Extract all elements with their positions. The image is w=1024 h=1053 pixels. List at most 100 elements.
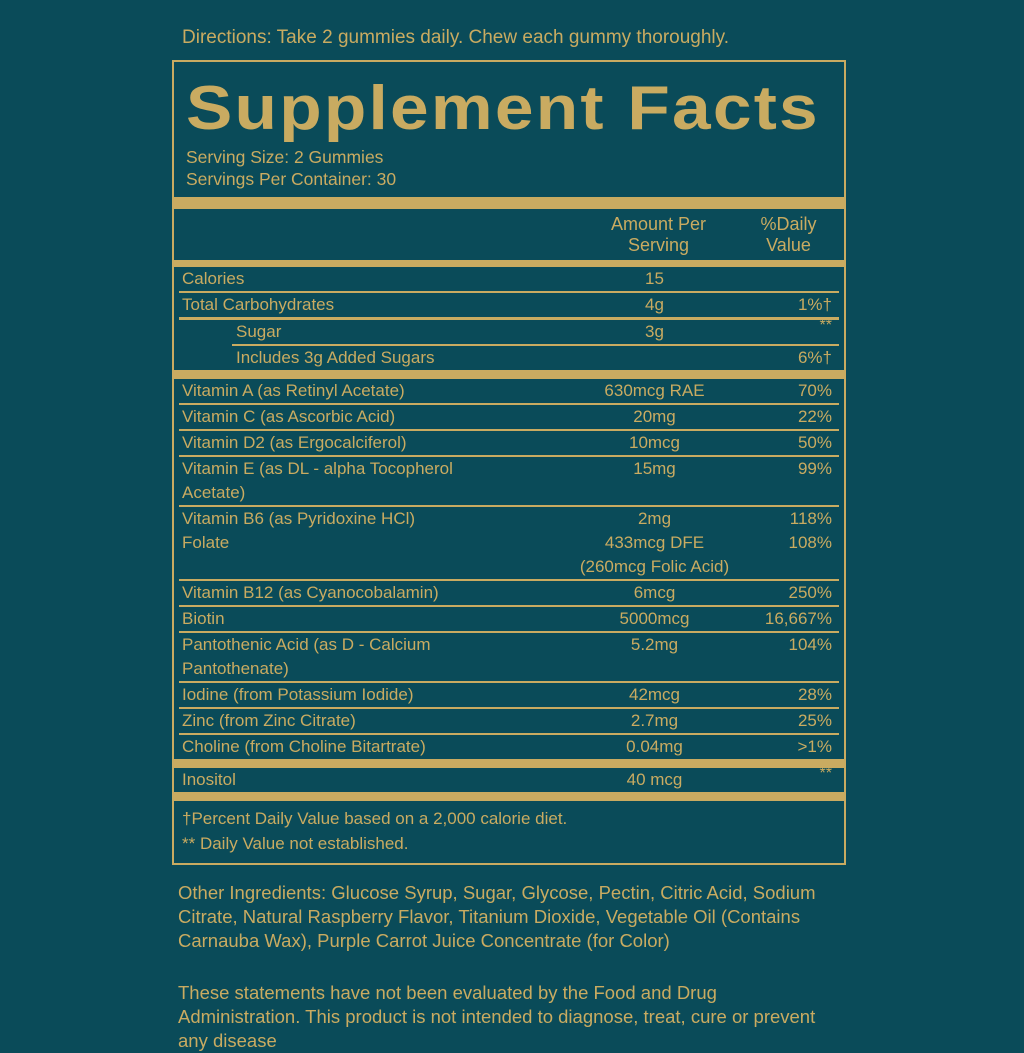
- nutrient-name-line: Folate: [182, 533, 230, 552]
- nutrient-daily-value: 104%: [788, 635, 832, 654]
- nutrient-daily-value: 108%: [788, 533, 832, 552]
- section-divider-bar: [174, 792, 844, 801]
- nutrient-daily-value: 118%: [789, 509, 832, 528]
- row-separator: [179, 733, 839, 735]
- nutrient-amount-line: 2mg: [637, 509, 672, 528]
- header-amount-line2: Serving: [627, 235, 690, 255]
- servings-per-container: Servings Per Container: 30: [186, 169, 397, 189]
- nutrient-row: Folate 433mcg DFE (260mcg Folic Acid) 108%: [174, 531, 844, 579]
- fda-disclaimer: These statements have not been evaluated…: [178, 982, 816, 1051]
- header-dv-line2: Value: [766, 235, 811, 255]
- nutrient-row: Vitamin B12 (as Cyanocobalamin) 6mcg 250%: [174, 581, 844, 605]
- nutrient-name-line: Acetate): [182, 483, 246, 502]
- footnotes: †Percent Daily Value based on a 2,000 ca…: [174, 801, 844, 863]
- nutrient-name: Vitamin B12 (as Cyanocobalamin): [182, 581, 572, 605]
- nutrient-daily-value: 70%: [797, 381, 832, 400]
- nutrient-amount-line: 3g: [645, 322, 664, 341]
- nutrient-name-line: Biotin: [182, 609, 225, 628]
- nutrient-amount: 630mcg RAE: [572, 379, 737, 403]
- nutrient-name: Calories: [182, 267, 572, 291]
- nutrient-name: Sugar: [182, 320, 572, 344]
- nutrient-daily-value: **: [819, 317, 832, 334]
- nutrient-name: Inositol: [182, 768, 572, 792]
- nutrient-name: Includes 3g Added Sugars: [182, 346, 572, 370]
- nutrient-amount: 2.7mg: [572, 709, 737, 733]
- nutrient-name-line: Vitamin C (as Ascorbic Acid): [182, 407, 396, 426]
- nutrient-amount-line: 433mcg DFE: [604, 533, 705, 552]
- row-separator: [179, 605, 839, 607]
- nutrient-name-line: Total Carbohydrates: [182, 295, 335, 314]
- nutrient-amount: 433mcg DFE (260mcg Folic Acid): [572, 531, 737, 579]
- nutrient-daily-value: 50%: [797, 433, 832, 452]
- nutrient-daily-value: 250%: [788, 583, 832, 602]
- row-separator: [179, 291, 839, 293]
- nutrient-name-line: Choline (from Choline Bitartrate): [182, 737, 426, 756]
- nutrient-name-line: Calories: [182, 269, 245, 288]
- nutrient-daily-value: 22%: [797, 407, 832, 426]
- nutrient-name: Pantothenic Acid (as D - Calcium Pantothe…: [182, 633, 572, 681]
- nutrient-row: Iodine (from Potassium Iodide) 42mcg 28%: [174, 683, 844, 707]
- nutrient-name-line: Vitamin D2 (as Ergocalciferol): [182, 433, 407, 452]
- nutrient-daily-value: 6%†: [797, 348, 832, 367]
- row-separator: [179, 455, 839, 457]
- header-amount-line1: Amount Per: [610, 214, 707, 234]
- row-separator: [179, 681, 839, 683]
- nutrient-name-line: Vitamin A (as Retinyl Acetate): [182, 381, 405, 400]
- nutrient-amount-line: 6mcg: [633, 583, 676, 602]
- header-name-spacer: [182, 214, 576, 256]
- nutrient-name: Total Carbohydrates: [182, 293, 572, 317]
- nutrient-daily-value: 16,667%: [764, 609, 832, 628]
- nutrient-row: Vitamin E (as DL - alpha Tocopherol Aceta…: [174, 457, 844, 505]
- nutrient-name: Zinc (from Zinc Citrate): [182, 709, 572, 733]
- header-daily-value: %Daily Value: [741, 214, 836, 256]
- nutrient-amount-line: 5.2mg: [630, 635, 679, 654]
- nutrient-amount-line: 5000mcg: [619, 609, 690, 628]
- nutrient-amount: 4g: [572, 293, 737, 317]
- nutrient-name: Vitamin D2 (as Ergocalciferol): [182, 431, 572, 455]
- table-header-row: Amount Per Serving %Daily Value: [174, 209, 844, 260]
- row-separator: [179, 429, 839, 431]
- nutrient-name-line: Sugar: [236, 322, 282, 341]
- directions-text: Directions: Take 2 gummies daily. Chew e…: [182, 27, 730, 48]
- nutrient-amount-line: 15mg: [633, 459, 676, 478]
- nutrient-name-line: Zinc (from Zinc Citrate): [182, 711, 356, 730]
- nutrient-amount-line: 10mcg: [628, 433, 681, 452]
- serving-size: Serving Size: 2 Gummies: [186, 147, 384, 167]
- nutrient-row: Calories 15: [174, 267, 844, 291]
- nutrient-amount-line: 0.04mg: [626, 737, 683, 756]
- row-separator: [179, 505, 839, 507]
- nutrient-name-line: Vitamin B12 (as Cyanocobalamin): [182, 583, 439, 602]
- nutrient-daily-value: 99%: [797, 459, 832, 478]
- row-separator: [179, 317, 839, 320]
- row-separator: [179, 631, 839, 633]
- row-separator: [232, 344, 839, 346]
- nutrient-name-line: Vitamin E (as DL - alpha Tocopherol: [182, 459, 453, 478]
- footnote-not-established: ** Daily Value not established.: [182, 834, 409, 853]
- nutrient-row: Vitamin D2 (as Ergocalciferol) 10mcg 50%: [174, 431, 844, 455]
- nutrient-amount-line: 630mcg RAE: [604, 381, 705, 400]
- nutrient-row: Includes 3g Added Sugars 6%†: [174, 346, 844, 370]
- nutrient-name: Vitamin A (as Retinyl Acetate): [182, 379, 572, 403]
- nutrient-amount-line: 15: [645, 269, 664, 288]
- nutrient-amount: 0.04mg: [572, 735, 737, 759]
- panel-title: Supplement Facts: [186, 74, 820, 143]
- nutrient-row: Vitamin A (as Retinyl Acetate) 630mcg RAE…: [174, 379, 844, 403]
- nutrient-name-line: Iodine (from Potassium Iodide): [182, 685, 414, 704]
- nutrient-name-line: Vitamin B6 (as Pyridoxine HCl): [182, 509, 416, 528]
- row-separator: [179, 403, 839, 405]
- row-separator: [179, 579, 839, 581]
- nutrient-row: Choline (from Choline Bitartrate) 0.04mg >…: [174, 735, 844, 759]
- divider-bar-top: [174, 197, 844, 209]
- nutrient-amount: 10mcg: [572, 431, 737, 455]
- nutrient-daily-value: 25%: [797, 711, 832, 730]
- table-rows: Calories 15 Total Carbohydrates 4g 1%† Sugar 3…: [174, 267, 844, 801]
- nutrient-name: Vitamin B6 (as Pyridoxine HCl): [182, 507, 572, 531]
- nutrient-name: Vitamin C (as Ascorbic Acid): [182, 405, 572, 429]
- nutrient-name: Vitamin E (as DL - alpha Tocopherol Aceta…: [182, 457, 572, 505]
- section-divider-bar: [174, 759, 844, 768]
- nutrient-amount: 20mg: [572, 405, 737, 429]
- nutrient-amount: 5000mcg: [572, 607, 737, 631]
- nutrient-amount-line: 20mg: [633, 407, 676, 426]
- nutrient-amount-line: (260mcg Folic Acid): [579, 557, 730, 576]
- nutrient-row: Vitamin B6 (as Pyridoxine HCl) 2mg 118%: [174, 507, 844, 531]
